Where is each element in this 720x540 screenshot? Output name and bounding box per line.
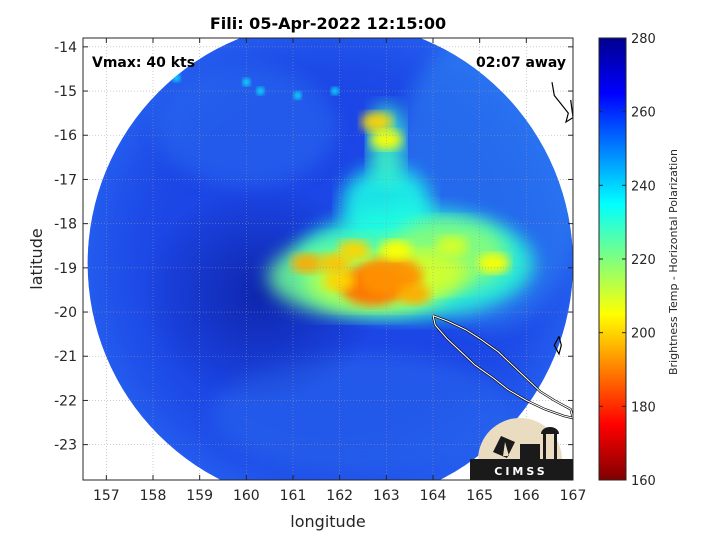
warm-sector-north (156, 66, 337, 187)
cold-core (319, 253, 351, 274)
colorbar-tick-label: 240 (631, 179, 656, 194)
x-tick-label: 167 (560, 488, 587, 504)
colorbar-tick-label: 260 (631, 106, 656, 121)
y-tick-label: -18 (54, 217, 77, 233)
x-tick-label: 161 (280, 488, 307, 504)
x-tick-label: 163 (373, 488, 400, 504)
colorbar-tick-label: 160 (631, 474, 656, 489)
axes-box (82, 37, 574, 481)
x-tick-label: 162 (326, 488, 353, 504)
cold-core (398, 284, 431, 305)
colorbar-tick-label: 220 (631, 253, 656, 268)
coastline-vanuatu-north (551, 82, 573, 124)
x-tick-label: 164 (420, 488, 447, 504)
cimss-logo-text: CIMSS (494, 465, 547, 478)
cold-core (291, 253, 323, 274)
y-tick-label: -21 (54, 349, 77, 365)
cold-core (361, 111, 393, 132)
y-tick-label: -20 (54, 305, 77, 321)
colorbar-tick-label: 200 (631, 327, 656, 342)
temperature-field (87, 38, 573, 480)
y-tick-label: -15 (54, 84, 77, 100)
x-tick-label: 160 (233, 488, 260, 504)
y-tick-label: -14 (54, 40, 77, 56)
y-tick-label: -17 (54, 172, 77, 188)
colorbar-ticks: 160 180 200 220 240 260 280 (599, 32, 656, 489)
satellite-dish-icon (493, 436, 515, 458)
coastline-new-caledonia-inner (432, 315, 573, 419)
convective-cell (293, 91, 302, 100)
x-tick-label: 165 (466, 488, 493, 504)
cold-core (337, 240, 370, 261)
coastline-vanuatu-south (553, 336, 562, 356)
y-tick-label: -19 (54, 261, 77, 277)
brightness-temp-swath (87, 38, 573, 480)
y-tick-label: -23 (54, 438, 77, 454)
colorbar-tick-label: 180 (631, 400, 656, 415)
x-axis-label: longitude (290, 512, 365, 531)
y-tick-label: -16 (54, 128, 77, 144)
y-axis-label: latitude (27, 228, 46, 289)
cimss-logo: CIMSS (470, 418, 573, 480)
colorbar-gradient (598, 37, 627, 481)
cold-core (477, 253, 510, 274)
cold-core (370, 129, 403, 150)
y-tick-label: -22 (54, 393, 77, 409)
vmax-annotation: Vmax: 40 kts (92, 55, 195, 71)
x-tick-label: 159 (186, 488, 213, 504)
water-tower-icon (541, 427, 559, 459)
x-tick-label: 166 (513, 488, 540, 504)
x-tick-label: 157 (93, 488, 120, 504)
chart-title: Fili: 05-Apr-2022 12:15:00 (210, 14, 446, 33)
colorbar-label: Brightness Temp - Horizontal Polarizatio… (667, 149, 680, 375)
rain-band-1 (341, 165, 432, 246)
x-tick-label: 158 (140, 488, 167, 504)
grid (83, 38, 573, 480)
cold-core (379, 240, 412, 261)
convective-cell (242, 78, 251, 87)
time-away-annotation: 02:07 away (476, 55, 566, 71)
cold-core (435, 235, 468, 256)
coastlines (431, 82, 573, 420)
plot-area (83, 38, 573, 480)
colorbar-tick-label: 280 (631, 32, 656, 47)
colorbar: 160 180 200 220 240 260 280 Brightness Temp - … (598, 32, 680, 489)
axis-ticks: 157 158 159 160 161 162 163 164 165 166 167 -14 -15 -… (54, 38, 586, 504)
